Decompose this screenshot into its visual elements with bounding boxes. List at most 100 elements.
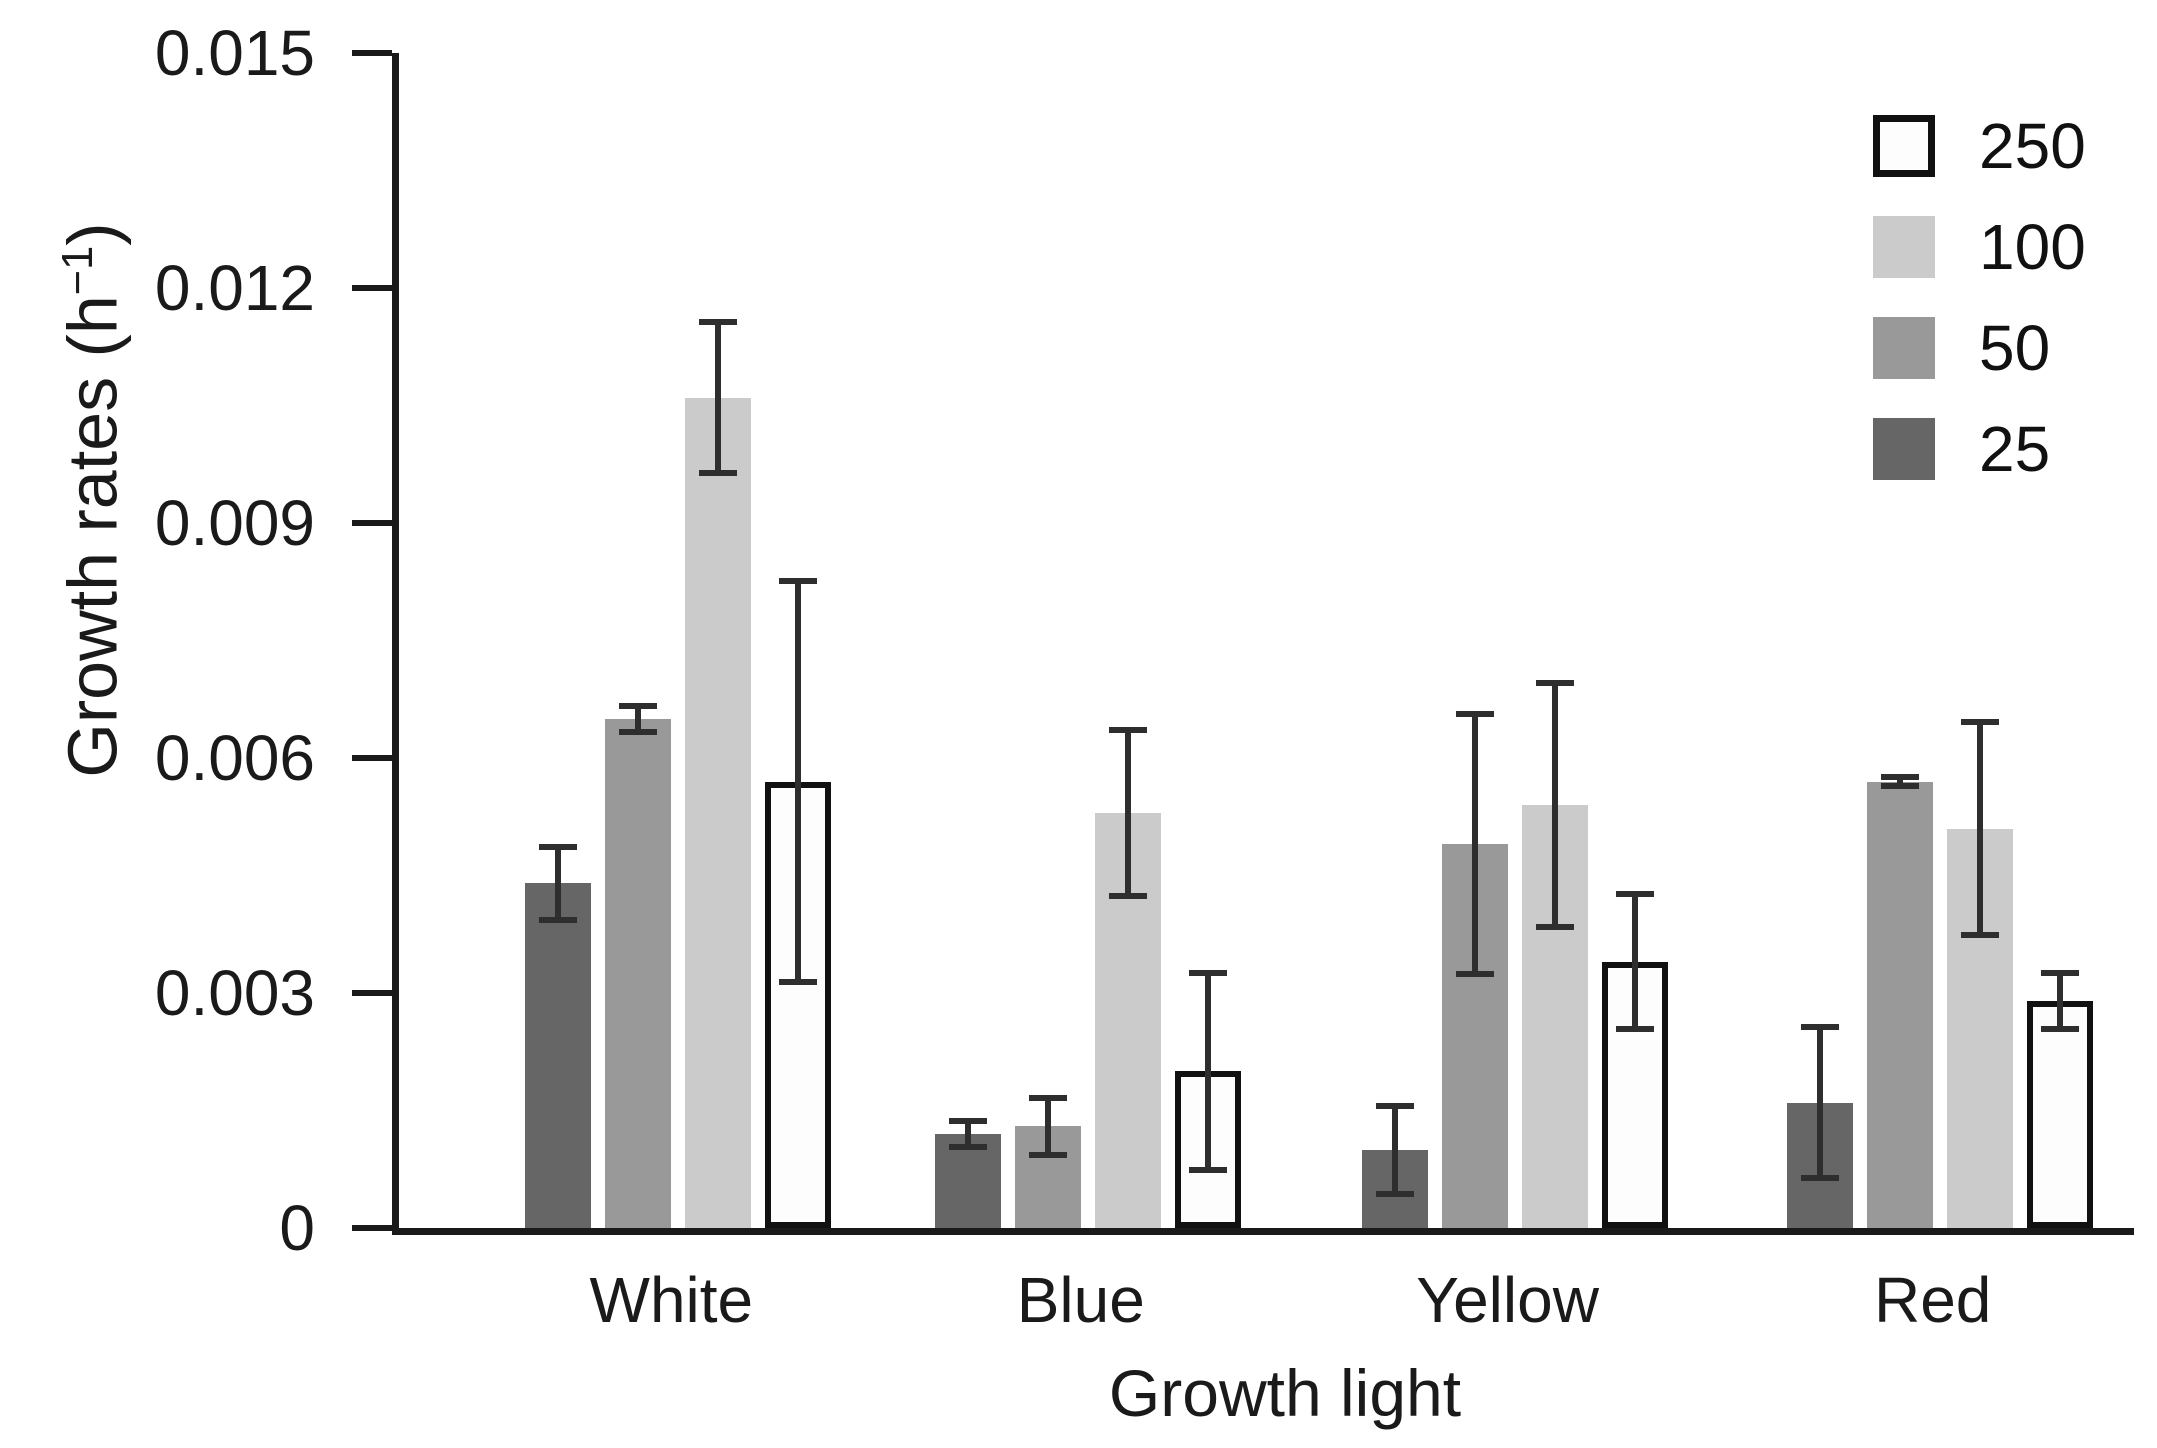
legend: 250 100 50 25 [1873,110,2086,519]
errorbar-yellow-100 [1522,679,1588,931]
errorbar-red-100 [1947,718,2013,939]
legend-label-100: 100 [1979,211,2086,283]
errorbar-part [699,319,738,326]
errorbar-part [1800,1175,1839,1181]
errorbar-part [1816,1024,1823,1181]
errorbar-red-25 [1787,1024,1853,1181]
legend-label-25: 25 [1979,413,2051,485]
errorbar-part [1976,718,1983,939]
errorbar-part [715,319,722,476]
errorbar-yellow-50 [1442,711,1508,978]
errorbar-part [795,577,802,986]
errorbar-part [1188,1167,1227,1174]
legend-item-25: 25 [1873,413,2086,485]
errorbar-part [555,844,562,923]
errorbar-part [1631,891,1638,1033]
errorbar-part [1124,726,1131,899]
errorbar-blue-100 [1095,726,1161,899]
legend-label-250: 250 [1979,110,2086,182]
errorbar-part [1800,1024,1839,1031]
errorbar-part [948,1118,987,1125]
errorbar-part [699,470,738,476]
errorbar-red-50 [1867,773,1933,790]
errorbar-part [1896,773,1903,790]
errorbar-part [779,577,818,584]
errorbar-part [1471,711,1478,978]
errorbar-part [2040,969,2079,976]
y-tick-0 [352,1225,392,1231]
errorbar-part [1108,893,1147,899]
plot-area: 0 0.003 0.006 0.009 0.012 0.015 [155,21,2134,1260]
errorbar-yellow-25 [1362,1102,1428,1197]
errorbar-part [2056,969,2063,1033]
y-tick-0.006 [352,755,392,761]
y-axis-title-suffix: ) [53,222,132,246]
errorbar-part [1615,891,1654,898]
x-category-label-red: Red [1873,1264,1992,1336]
y-axis-title-exponent: −1 [54,245,102,296]
y-tick-0.003 [352,990,392,996]
legend-label-50: 50 [1979,312,2051,384]
y-tick-label-0.015: 0.015 [154,17,315,89]
errorbar-part [1028,1094,1067,1101]
errorbar-part [1880,783,1919,790]
bar-red-250 [2026,1000,2093,1228]
errorbar-part [1044,1094,1051,1158]
errorbar-white-50 [605,703,671,735]
errorbar-part [619,703,658,710]
bar-group-yellow [1361,53,1668,1228]
errorbar-part [1028,1151,1067,1158]
bar-group-blue [934,53,1241,1228]
y-tick-label-0.009: 0.009 [154,487,315,559]
errorbar-part [635,703,642,735]
errorbar-part [619,728,658,735]
legend-item-50: 50 [1873,312,2086,384]
errorbar-blue-250 [1175,969,1241,1174]
y-tick-label-0.003: 0.003 [154,957,315,1029]
legend-swatch-100 [1873,216,1935,278]
errorbar-red-250 [2027,969,2093,1033]
errorbar-white-25 [525,844,591,923]
legend-item-100: 100 [1873,211,2086,283]
errorbar-blue-50 [1015,1094,1081,1158]
errorbar-part [1535,924,1574,931]
errorbar-part [1108,726,1147,733]
bar-white-25 [525,883,592,1228]
x-category-label-blue: Blue [1016,1264,1145,1336]
errorbar-part [1535,679,1574,686]
errorbar-part [1880,773,1919,780]
errorbar-part [1391,1102,1398,1197]
errorbar-part [964,1118,971,1150]
errorbar-blue-25 [935,1118,1001,1150]
legend-swatch-250 [1873,115,1935,177]
errorbar-part [779,979,818,986]
legend-item-250: 250 [1873,110,2086,182]
errorbar-white-100 [685,319,751,476]
legend-swatch-50 [1873,317,1935,379]
errorbar-part [948,1143,987,1150]
bar-white-50 [605,718,672,1228]
bar-white-100 [685,397,752,1228]
errorbar-part [2040,1026,2079,1033]
y-tick-0.009 [352,520,392,526]
errorbar-part [1615,1026,1654,1033]
y-tick-label-0.006: 0.006 [154,722,315,794]
errorbar-part [1455,971,1494,978]
errorbar-part [1375,1102,1414,1109]
x-category-label-white: White [589,1264,754,1336]
legend-swatch-25 [1873,418,1935,480]
errorbar-white-250 [765,577,831,986]
y-tick-label-0.012: 0.012 [154,252,315,324]
errorbar-part [1551,679,1558,931]
errorbar-part [1204,969,1211,1174]
y-tick-0.015 [352,50,392,56]
y-tick-0.012 [352,285,392,291]
errorbar-part [1375,1190,1414,1197]
bar-group-white [525,53,832,1228]
errorbar-part [1188,969,1227,976]
errorbar-part [1960,718,1999,725]
x-axis-title: Growth light [1108,1356,1462,1430]
bar-group-red [1786,53,2093,1228]
bar-red-50 [1866,781,1933,1228]
